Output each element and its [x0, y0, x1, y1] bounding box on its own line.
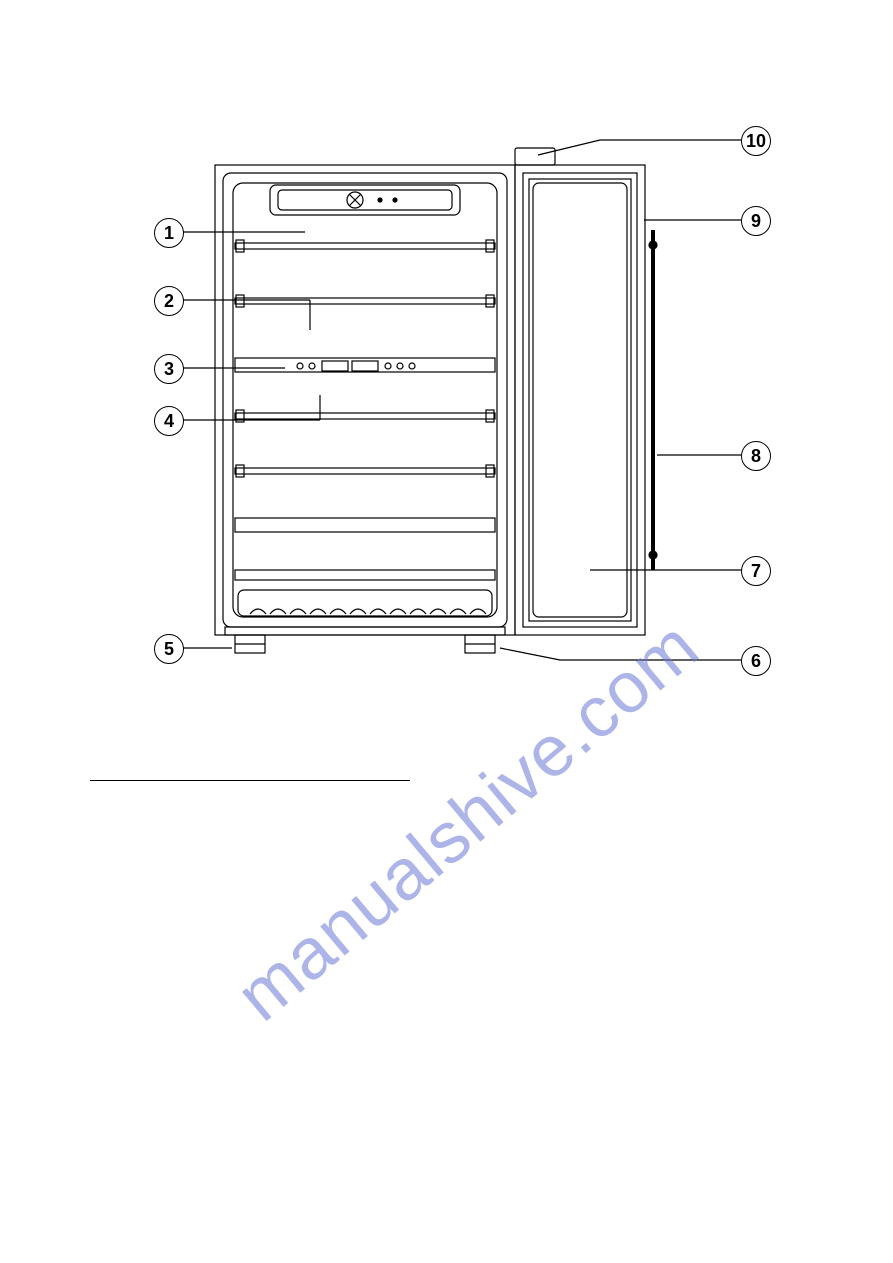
- callout-10-label: 10: [746, 131, 766, 151]
- callout-1: 1: [154, 218, 184, 248]
- appliance-diagram: [0, 0, 893, 1263]
- callout-4: 4: [154, 406, 184, 436]
- callout-9: 9: [741, 206, 771, 236]
- callout-5: 5: [154, 634, 184, 664]
- diagram-wrapper: 1 2 3 4 5 6 7 8 9 10 manualshive.com: [0, 0, 893, 1263]
- callout-9-label: 9: [751, 211, 761, 231]
- callout-6-label: 6: [751, 651, 761, 671]
- callout-5-label: 5: [164, 639, 174, 659]
- callout-3: 3: [154, 354, 184, 384]
- separator-line: [90, 780, 410, 781]
- callout-10: 10: [741, 126, 771, 156]
- callout-1-label: 1: [164, 223, 174, 243]
- callout-3-label: 3: [164, 359, 174, 379]
- callout-7: 7: [741, 556, 771, 586]
- callout-8-label: 8: [751, 446, 761, 466]
- callout-8: 8: [741, 441, 771, 471]
- callout-4-label: 4: [164, 411, 174, 431]
- callout-6: 6: [741, 646, 771, 676]
- callout-2: 2: [154, 286, 184, 316]
- callout-7-label: 7: [751, 561, 761, 581]
- callout-2-label: 2: [164, 291, 174, 311]
